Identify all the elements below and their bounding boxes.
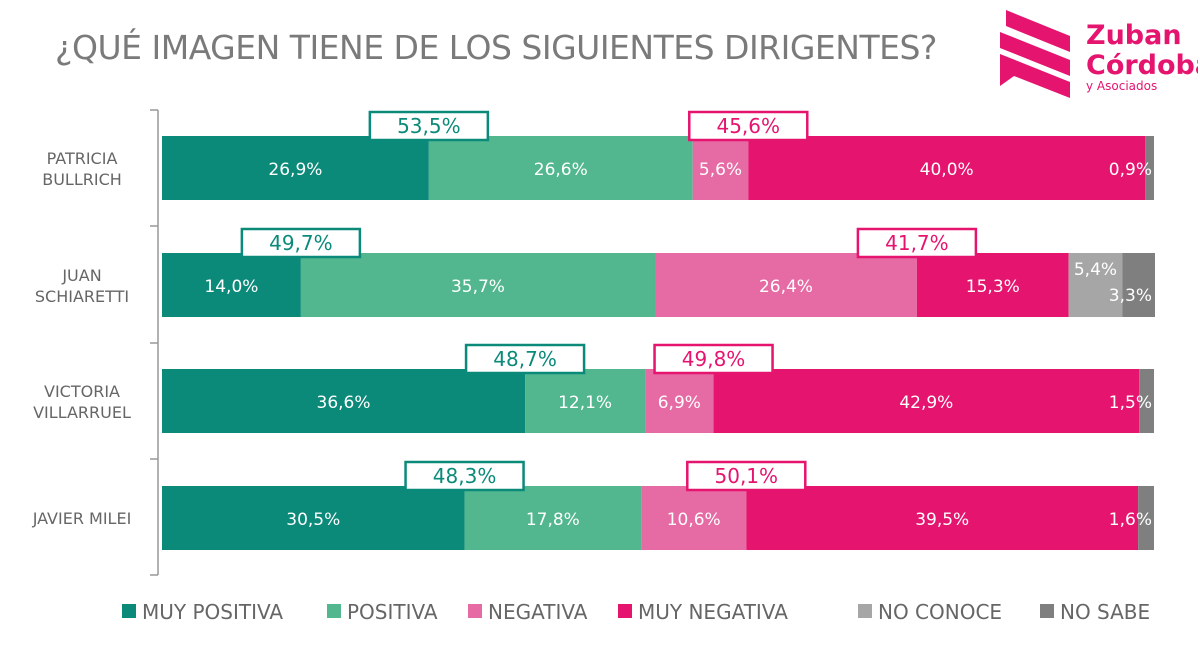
total-callout-positive: 49,7% [269,231,333,255]
bar-value-label: 1,6% [1109,510,1152,530]
bar-segment-muy-positiva [162,486,465,550]
bar-value-label: 17,8% [526,510,580,530]
bar-value-label: 39,5% [915,510,969,530]
total-callout-box-negative [688,110,809,142]
bar-value-label: 3,3% [1109,286,1152,306]
bar-value-label: 5,6% [699,160,742,180]
legend-swatch [618,604,632,618]
bar-segment-positiva [525,369,646,433]
total-callout-box-positive [368,110,490,142]
legend-swatch [468,604,482,618]
total-callout-box-negative [653,343,774,375]
bar-segment-muy-positiva [162,369,526,433]
bar-segment-no-sabe [1145,136,1154,200]
legend-label: NO SABE [1060,600,1150,624]
bar-segment-negativa [655,253,917,317]
bar-value-label: 30,5% [286,510,340,530]
total-callout-box-positive [404,460,525,492]
bar-value-label: 6,9% [658,393,701,413]
category-label-line2: SCHIARETTI [35,287,129,306]
bar-value-label: 10,6% [667,510,721,530]
total-callout-box-negative [686,460,807,492]
bar-segment-positiva [464,486,642,550]
bar-segment-no-sabe [1122,253,1155,317]
bar-value-label: 26,4% [759,277,813,297]
total-callout-negative: 50,1% [715,464,779,488]
category-label-line2: BULLRICH [42,170,122,189]
legend-label: MUY NEGATIVA [638,600,788,624]
bar-value-label: 15,3% [966,277,1020,297]
total-callout-negative: 49,8% [682,347,746,371]
bar-segment-muy-negativa [746,486,1139,550]
bar-segment-muy-negativa [713,369,1140,433]
total-callout-box-negative [856,227,978,259]
legend-label: NO CONOCE [878,600,1002,624]
legend-label: POSITIVA [347,600,438,624]
total-callout-box-positive [464,343,586,375]
bar-segment-no-sabe [1139,369,1154,433]
bar-segment-negativa [645,369,714,433]
legend-swatch [858,604,872,618]
bar-segment-no-sabe [1138,486,1154,550]
category-label-line1: PATRICIA [47,149,118,168]
svg-text:y Asociados: y Asociados [1086,79,1157,93]
zuban-cordoba-logo: Zuban Córdoba y Asociados [1000,10,1198,98]
legend-label: MUY POSITIVA [142,600,283,624]
total-callout-positive: 53,5% [397,114,461,138]
bar-value-label: 26,6% [534,160,588,180]
bar-segment-negativa [641,486,747,550]
bar-value-label: 0,9% [1109,160,1152,180]
total-callout-positive: 48,7% [493,347,557,371]
total-callout-negative: 41,7% [885,231,949,255]
bar-segment-muy-negativa [916,253,1069,317]
bar-segment-no-conoce [1068,253,1123,317]
legend-swatch [327,604,341,618]
bar-value-label: 36,6% [317,393,371,413]
bar-value-label: 42,9% [899,393,953,413]
svg-text:Zuban: Zuban [1086,20,1182,51]
category-label-line2: VILLARRUEL [33,403,131,422]
legend-swatch [122,604,136,618]
total-callout-positive: 48,3% [433,464,497,488]
bar-segment-muy-positiva [162,253,301,317]
bar-segment-positiva [300,253,656,317]
bar-segment-negativa [692,136,749,200]
bar-value-label: 40,0% [920,160,974,180]
bar-segment-muy-positiva [162,136,429,200]
bar-value-label: 26,9% [268,160,322,180]
bar-value-label: 5,4% [1074,260,1117,280]
bar-segment-muy-negativa [748,136,1146,200]
category-label-line1: VICTORIA [44,382,120,401]
bar-value-label: 1,5% [1109,393,1152,413]
total-callout-box-positive [240,227,362,259]
legend-label: NEGATIVA [488,600,588,624]
legend-swatch [1040,604,1054,618]
bar-segment-positiva [428,136,693,200]
category-label-line1: JUAN [61,266,101,285]
bar-value-label: 14,0% [204,277,258,297]
category-label-line1: JAVIER MILEI [32,509,132,528]
total-callout-negative: 45,6% [716,114,780,138]
bar-value-label: 35,7% [451,277,505,297]
bar-value-label: 12,1% [558,393,612,413]
chart-title: ¿QUÉ IMAGEN TIENE DE LOS SIGUIENTES DIRI… [55,28,937,67]
svg-text:Córdoba: Córdoba [1086,50,1198,81]
